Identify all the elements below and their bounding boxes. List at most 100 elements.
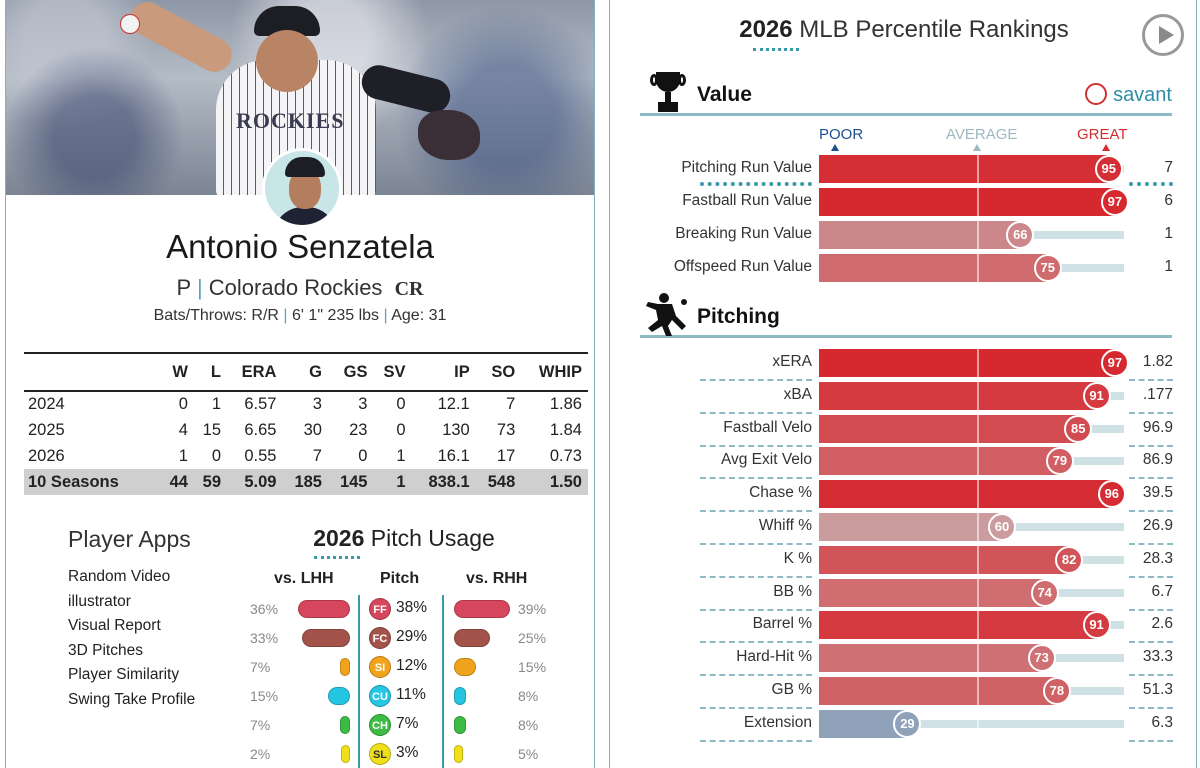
percentile-bar [819, 447, 1060, 476]
percentile-badge: 91 [1082, 611, 1111, 640]
pitch-type-badge[interactable]: SL [369, 743, 391, 765]
pitch-type-badge[interactable]: CH [369, 714, 391, 736]
stats-total-cell: 59 [193, 469, 227, 495]
percentile-badge: 96 [1097, 480, 1126, 509]
player-app-link[interactable]: Player Similarity [68, 666, 180, 683]
percentile-bar [819, 381, 1097, 410]
player-app-link[interactable]: Visual Report [68, 617, 161, 634]
usage-divider-left [358, 595, 360, 768]
percentile-row[interactable]: K % 82 28.3 [610, 544, 1196, 578]
average-line [977, 221, 979, 249]
row-separator [1129, 411, 1173, 414]
percentile-row[interactable]: Whiff % 60 26.9 [610, 511, 1196, 545]
percentile-row[interactable]: Barrel % 91 2.6 [610, 609, 1196, 644]
pitch-type-badge[interactable]: FF [369, 598, 391, 620]
stats-header-cell[interactable]: GS [327, 352, 374, 392]
percentile-row[interactable]: Fastball Velo 85 96.9 [610, 413, 1196, 447]
percentile-bar [819, 709, 908, 738]
usage-bar-rhh [454, 716, 466, 734]
average-line [977, 414, 979, 443]
stats-header-cell[interactable]: W [160, 352, 194, 392]
percentile-badge: 97 [1100, 188, 1129, 216]
percentile-bar [819, 677, 1057, 705]
stats-cell: 0 [358, 446, 368, 465]
stats-header-cell[interactable]: SV [373, 352, 412, 392]
metric-label: xERA [772, 353, 812, 370]
percentile-bar [819, 188, 1115, 216]
usage-overall: 11% [396, 686, 426, 703]
metric-label: Fastball Velo [723, 418, 812, 436]
stats-header-cell[interactable]: WHIP [521, 352, 588, 392]
row-separator [700, 707, 812, 709]
percentile-bar [819, 414, 1079, 443]
percentile-row[interactable]: GB % 78 51.3 [610, 675, 1196, 709]
percentile-row[interactable]: Chase % 96 39.5 [610, 478, 1196, 513]
player-app-link[interactable]: Swing Take Profile [68, 690, 196, 708]
percentile-row[interactable]: BB % 74 6.7 [610, 577, 1196, 611]
percentile-row[interactable]: xERA 97 1.82 [610, 347, 1196, 381]
pitch-type-badge[interactable]: FC [369, 627, 391, 649]
metric-value: 7 [1164, 159, 1173, 176]
usage-vs-rhh: 5% [518, 746, 539, 762]
scale-great: GREAT [1077, 126, 1128, 143]
percentile-row[interactable]: xBA 91 .177 [610, 380, 1196, 414]
percentile-bar [819, 513, 1002, 541]
career-stats-table: W L ERA G GS SV IP SO WHIP 2024 0 1 6.57 3 3 0 12.1 7 1.8… [24, 352, 588, 495]
percentile-row[interactable]: Fastball Run Value 97 6 [610, 186, 1196, 219]
scale-poor-marker [831, 144, 839, 151]
percentile-badge: 78 [1042, 677, 1071, 705]
metric-label: Extension [743, 713, 812, 731]
stats-header-cell[interactable]: SO [475, 352, 522, 392]
play-icon[interactable] [1142, 14, 1184, 56]
rankings-year: 2026 [739, 16, 793, 43]
percentile-row[interactable]: Hard-Hit % 73 33.3 [610, 642, 1196, 677]
stats-cell: 0.73 [549, 446, 582, 465]
stats-header-cell[interactable]: L [193, 352, 227, 392]
percentile-row[interactable]: Avg Exit Velo 79 86.9 [610, 445, 1196, 480]
average-line [977, 188, 979, 216]
stats-total-cell: 44 [160, 469, 194, 495]
stats-cell: 1 [211, 395, 221, 413]
percentile-row[interactable]: Breaking Run Value 66 1 [610, 219, 1196, 252]
usage-bar-rhh [454, 629, 490, 647]
team-logo[interactable]: CR [394, 278, 424, 300]
percentile-badge: 95 [1094, 155, 1123, 183]
average-line [977, 513, 979, 541]
stats-cell: 0 [178, 395, 188, 413]
percentile-badge: 74 [1030, 578, 1059, 607]
savant-label: savant [1113, 84, 1172, 106]
metric-value: 6.7 [1151, 582, 1173, 600]
percentile-bar [819, 254, 1048, 282]
team-name[interactable]: Colorado Rockies [208, 275, 383, 300]
usage-vs-rhh: 15% [518, 659, 547, 675]
percentile-row[interactable]: Offspeed Run Value 75 1 [610, 252, 1196, 285]
rankings-title-text: MLB Percentile Rankings [799, 16, 1069, 43]
usage-overall: 3% [396, 744, 419, 761]
section-title-pitching: Pitching [697, 305, 780, 328]
percentile-row[interactable]: Pitching Run Value 95 7 [610, 153, 1196, 186]
pitch-usage-row: 2% SL 3% 5% [250, 740, 552, 768]
usage-vs-rhh: 8% [518, 688, 539, 704]
player-app-link[interactable]: 3D Pitches [68, 641, 143, 659]
average-line [977, 644, 979, 673]
stats-cell: 0 [396, 395, 406, 413]
pitch-type-badge[interactable]: CU [369, 685, 391, 707]
pitch-type-badge[interactable]: SI [369, 656, 391, 678]
percentile-badge: 66 [1006, 221, 1035, 249]
row-separator [1129, 739, 1173, 742]
player-app-link[interactable]: illustrator [68, 592, 131, 610]
stats-cell: 1.86 [549, 395, 582, 413]
metric-label: Whiff % [758, 517, 812, 534]
player-age: Age: 31 [391, 307, 447, 324]
usage-bar-lhh [328, 687, 350, 705]
percentile-row[interactable]: Extension 29 6.3 [610, 708, 1196, 742]
savant-logo[interactable]: savant [1085, 83, 1172, 107]
stats-cell: 1 [396, 446, 406, 465]
stats-header-cell[interactable]: IP [411, 352, 476, 392]
player-app-link[interactable]: Random Video [68, 568, 171, 585]
stats-header-cell[interactable]: G [282, 352, 328, 392]
stats-header-cell[interactable]: ERA [227, 352, 283, 392]
pitch-usage-title: 2026 Pitch Usage [254, 525, 554, 552]
pitch-usage-year: 2026 [313, 525, 365, 551]
row-separator [1129, 674, 1173, 677]
